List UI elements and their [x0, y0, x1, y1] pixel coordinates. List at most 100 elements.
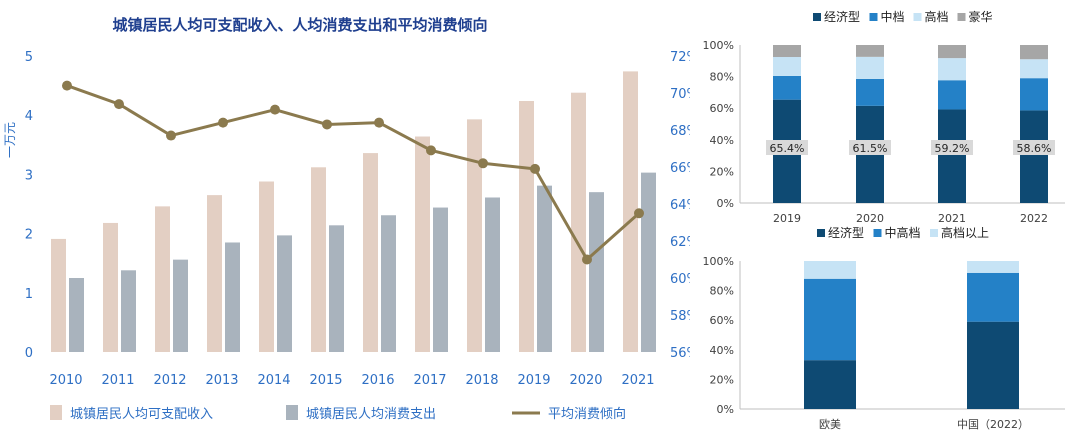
legend-swatch [869, 13, 878, 21]
propensity-point [322, 119, 332, 130]
stack-segment-2 [856, 56, 884, 79]
legend-swatch [913, 13, 922, 21]
propensity-point [478, 158, 488, 169]
stack-segment-0 [1020, 110, 1048, 203]
y-tick-label: 20% [710, 373, 734, 386]
consumption-bar [173, 259, 188, 352]
legend-swatch [817, 229, 825, 237]
x-tick-label: 2020 [569, 373, 602, 388]
consumption-bar [69, 278, 84, 352]
consumption-bar [225, 242, 240, 352]
stack-segment-2 [804, 261, 856, 279]
x-tick-label: 2022 [1020, 212, 1048, 225]
hotel-mix-svg: 0% 20% 40% 60% 80% 100% 2019 2020 2021 2022 经济型 中档 高… [703, 9, 1065, 225]
x-tick-label: 2011 [101, 373, 134, 388]
legend-swatch [813, 13, 821, 21]
y-tick-label: 0% [717, 403, 734, 416]
y-tick-label: 80% [710, 71, 734, 84]
stack-segment-1 [856, 78, 884, 106]
propensity-point [166, 130, 176, 141]
propensity-point [374, 117, 384, 128]
legend-label: 豪华 [969, 9, 993, 24]
consumption-bar [329, 225, 344, 352]
income-bar [259, 181, 274, 352]
consumption-bar [433, 207, 448, 352]
legend-label: 中高档 [885, 225, 921, 240]
stack-segment-2 [967, 261, 1019, 273]
y2-tick-label: 64% [670, 198, 690, 213]
y-tick-label: 5 [25, 50, 33, 65]
y-tick-label: 2 [25, 228, 33, 243]
propensity-point [114, 99, 124, 110]
legend-swatch [930, 229, 938, 237]
stack-segment-1 [773, 75, 801, 100]
y2-tick-label: 58% [670, 309, 690, 324]
data-label: 58.6% [1017, 142, 1052, 155]
data-label-bg [931, 140, 973, 155]
y2-tick-label: 70% [670, 87, 690, 102]
income-bar [415, 136, 430, 352]
propensity-point [62, 80, 72, 91]
propensity-point [426, 145, 436, 156]
y-tick-label: 40% [710, 344, 734, 357]
legend-label: 高档 [925, 9, 949, 24]
income-bar [571, 92, 586, 352]
x-tick-label: 2012 [153, 373, 186, 388]
x-tick-label: 2010 [49, 373, 82, 388]
x-tick-label: 2019 [517, 373, 550, 388]
y-tick-label: 20% [710, 165, 734, 178]
stack-segment-1 [804, 278, 856, 361]
y2-tick-label: 66% [670, 161, 690, 176]
consumption-bar [277, 235, 292, 352]
y-axis-label: 一万元 [3, 122, 17, 158]
stack-segment-1 [967, 272, 1019, 322]
x-tick-label: 2013 [205, 373, 238, 388]
y-tick-label: 100% [703, 39, 734, 52]
data-label-bg [1013, 140, 1055, 155]
income-bar [103, 222, 118, 352]
income-bar [311, 167, 326, 352]
stack-segment-3 [1020, 45, 1048, 60]
income-bar [467, 119, 482, 353]
data-label-bg [849, 140, 891, 155]
propensity-point [634, 208, 644, 219]
income-bar [207, 195, 222, 352]
x-tick-label: 2021 [621, 373, 654, 388]
stack-segment-0 [967, 321, 1019, 409]
legend-label-propensity: 平均消费倾向 [548, 406, 626, 422]
y-tick-label: 100% [703, 255, 734, 268]
legend-label: 高档以上 [941, 225, 989, 240]
stack-segment-2 [773, 57, 801, 76]
y-tick-label: 3 [25, 168, 33, 183]
y-tick-label: 4 [25, 109, 33, 124]
x-tick-label: 2019 [773, 212, 801, 225]
consumption-bar [485, 197, 500, 352]
income-consumption-svg: 0 1 2 3 4 5 56% 58% 60% 62% 64% 66% 68% 70% 72% 一万元 2010… [3, 50, 690, 422]
hotel-mix-chart: 0% 20% 40% 60% 80% 100% 2019 2020 2021 2022 经济型 中档 高… [690, 0, 1080, 225]
legend-label: 经济型 [824, 9, 860, 24]
stack-segment-1 [938, 80, 966, 110]
y2-tick-label: 62% [670, 235, 690, 250]
x-tick-label: 2016 [361, 373, 394, 388]
x-tick-label: 欧美 [819, 418, 841, 431]
y-tick-label: 0% [717, 197, 734, 210]
y-tick-label: 0 [25, 346, 33, 361]
income-bar [363, 153, 378, 352]
stack-segment-2 [938, 58, 966, 81]
y2-tick-label: 60% [670, 272, 690, 287]
propensity-point [582, 254, 592, 265]
data-label: 59.2% [935, 142, 970, 155]
x-tick-label: 2015 [309, 373, 342, 388]
consumption-bar [589, 192, 604, 352]
legend-label: 经济型 [828, 225, 864, 240]
income-bar [51, 238, 66, 352]
legend-swatch-income [50, 405, 62, 420]
stack-segment-1 [1020, 78, 1048, 111]
stack-segment-3 [773, 45, 801, 58]
y2-tick-label: 68% [670, 124, 690, 139]
stack-segment-0 [804, 360, 856, 409]
propensity-point [270, 104, 280, 115]
hotel-compare-svg: 0% 20% 40% 60% 80% 100% 欧美 中国（2022） 经济型 中高档 高档以上 [703, 225, 1065, 431]
legend-swatch-consumption [286, 405, 298, 420]
legend-swatch [957, 13, 966, 21]
